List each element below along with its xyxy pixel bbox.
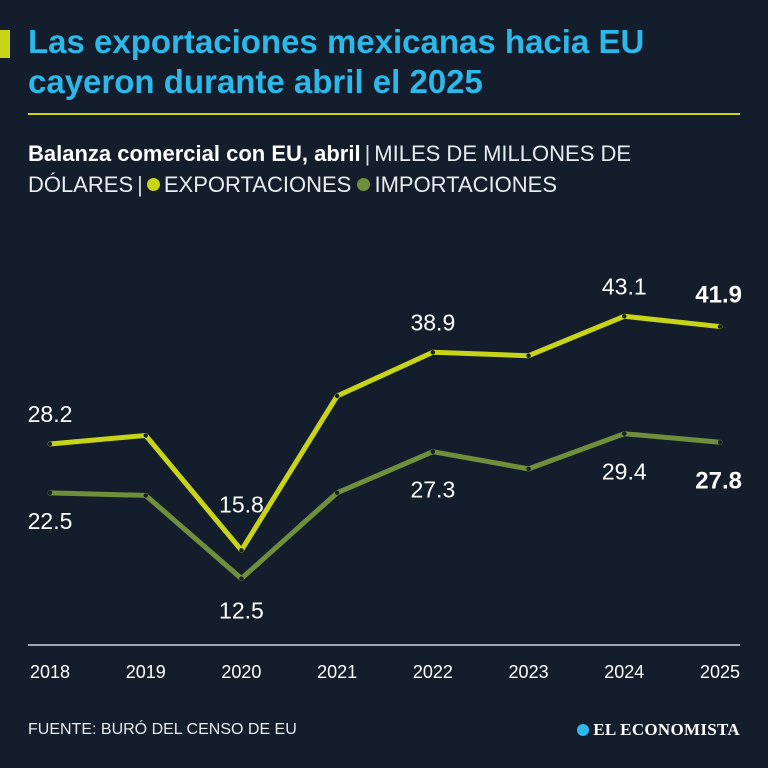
data-point	[526, 466, 531, 472]
data-label: 22.5	[28, 508, 73, 534]
x-tick-label: 2019	[126, 662, 166, 682]
brand-logo: EL ECONOMISTA	[577, 720, 740, 740]
source-note: FUENTE: BURÓ DEL CENSO DE EU	[28, 721, 297, 738]
chart-title: Las exportaciones mexicanas hacia EU cay…	[28, 23, 645, 100]
data-label: 12.5	[219, 598, 264, 624]
subtitle-separator: |	[364, 141, 371, 166]
data-point	[717, 440, 723, 445]
data-label: 43.1	[602, 273, 647, 299]
legend-item-exports: EXPORTACIONES	[146, 172, 352, 197]
data-point	[430, 350, 436, 355]
legend-separator: |	[137, 172, 143, 197]
x-tick-label: 2024	[604, 662, 644, 682]
data-label: 38.9	[410, 309, 455, 335]
data-point	[143, 433, 148, 438]
legend-imports-dot	[357, 178, 371, 191]
series-line-imports	[47, 431, 723, 582]
data-point	[47, 441, 53, 447]
chart-subtitle: Balanza comercial con EU, abril | MILES DE…	[28, 138, 748, 200]
brand-name: EL ECONOMISTA	[593, 720, 740, 739]
x-tick-label: 2023	[509, 662, 549, 682]
data-label: 27.8	[695, 467, 742, 494]
x-tick-label: 2021	[317, 662, 357, 682]
subtitle-main: Balanza comercial con EU, abril	[28, 141, 361, 166]
title-divider	[28, 113, 740, 115]
data-label: 15.8	[219, 491, 264, 517]
data-point	[334, 393, 340, 399]
series-line-exports	[47, 313, 723, 553]
data-point	[526, 353, 531, 358]
legend-item-imports: IMPORTACIONES	[357, 172, 557, 197]
x-tick-label: 2020	[221, 662, 261, 682]
data-label: 28.2	[28, 401, 73, 427]
data-point	[47, 490, 53, 496]
data-point	[239, 548, 244, 553]
data-point	[622, 431, 627, 436]
data-point	[430, 449, 436, 454]
legend-exports-label: EXPORTACIONES	[163, 172, 352, 197]
data-label: 29.4	[602, 459, 647, 485]
data-point	[239, 576, 244, 581]
data-point	[334, 490, 340, 496]
data-label: 41.9	[695, 282, 742, 309]
data-point	[622, 314, 627, 319]
data-point	[717, 324, 723, 329]
legend-exports-dot	[146, 178, 160, 191]
legend-imports-label: IMPORTACIONES	[374, 172, 557, 197]
data-label: 27.3	[410, 477, 455, 503]
x-tick-label: 2018	[30, 662, 70, 682]
x-tick-label: 2025	[700, 662, 740, 682]
unit-label: MILES DE MILLONES DE DÓLARES	[28, 141, 632, 197]
title-accent-bar	[0, 30, 10, 58]
x-tick-label: 2022	[413, 662, 453, 682]
brand-icon	[577, 724, 590, 736]
data-point	[143, 493, 148, 498]
